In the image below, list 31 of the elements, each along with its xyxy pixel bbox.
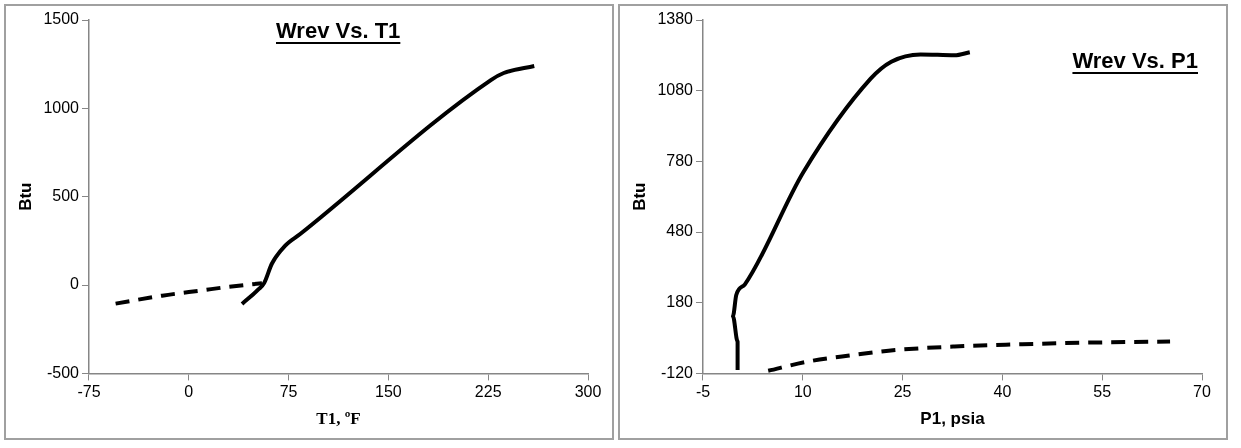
y-tick-label: 780 <box>666 151 694 169</box>
x-tick-label: 40 <box>993 383 1012 401</box>
y-tick-label: 480 <box>666 222 694 240</box>
x-tick-label: 225 <box>474 383 502 401</box>
x-tick-label: 55 <box>1093 383 1112 401</box>
y-tick-label: 1500 <box>43 10 80 28</box>
x-tick-label: 75 <box>279 383 298 401</box>
x-tick-label: 10 <box>793 383 812 401</box>
y-axis-title: Btu <box>629 182 649 211</box>
y-tick-label: 0 <box>70 275 80 293</box>
y-tick-label: -120 <box>660 363 694 381</box>
text: Wrev Vs. P1 <box>1072 48 1198 74</box>
x-tick-label: -5 <box>695 383 711 401</box>
line-series <box>730 50 972 373</box>
chart-title: Wrev Vs. T1 <box>276 18 401 44</box>
y-tick-label: 1380 <box>657 10 694 28</box>
x-tick-label: 0 <box>184 383 194 401</box>
x-tick-label: 150 <box>375 383 402 401</box>
x-tick-label: 25 <box>893 383 912 401</box>
y-axis-title: Btu <box>15 182 35 211</box>
x-tick-label: 300 <box>574 383 602 401</box>
y-tick-label: 500 <box>52 187 80 205</box>
y-tick-label: 1080 <box>657 81 694 99</box>
y-tick-label: 180 <box>666 293 694 311</box>
x-tick-label: -75 <box>77 383 101 401</box>
x-tick-label: 70 <box>1193 383 1211 401</box>
y-tick-label: -500 <box>46 363 80 381</box>
x-axis-title: P1, psia <box>920 409 986 429</box>
y-tick-label: 1000 <box>43 98 80 116</box>
line-series <box>766 339 1173 373</box>
x-axis-title: T1, ºF <box>316 409 361 429</box>
